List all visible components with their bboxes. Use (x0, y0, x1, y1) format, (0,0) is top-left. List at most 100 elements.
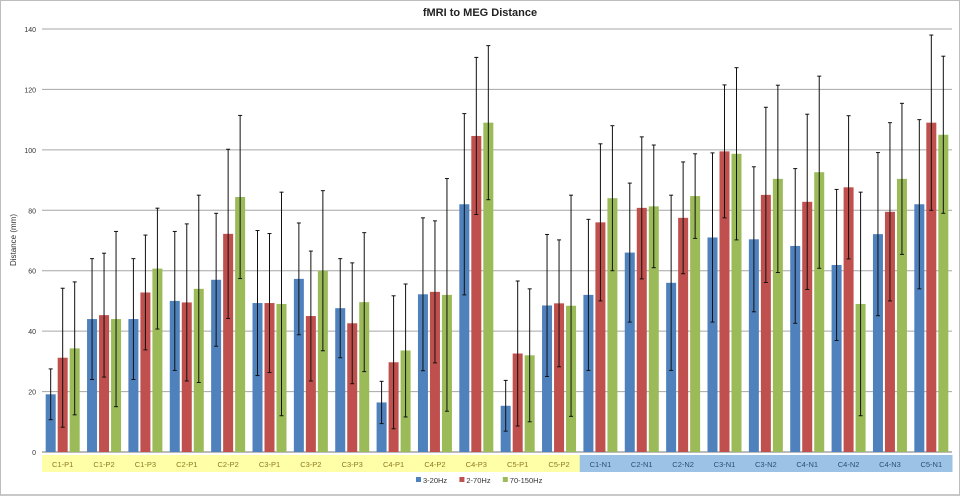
category-band (124, 455, 167, 472)
bar (814, 172, 825, 453)
bar (802, 201, 813, 452)
category-band (662, 455, 705, 472)
y-tick-label: 100 (24, 148, 36, 155)
legend-swatch (459, 477, 465, 482)
bar (872, 234, 883, 452)
x-tick-label: C4-P2 (424, 460, 445, 469)
category-band (207, 455, 250, 472)
x-tick-label: C1-P3 (135, 460, 156, 469)
category-band (538, 455, 581, 472)
bar (211, 279, 222, 452)
bar (152, 268, 163, 452)
bar (896, 178, 907, 452)
x-tick-label: C3-N1 (714, 460, 736, 469)
bar (235, 196, 246, 452)
category-band (414, 455, 457, 472)
category-band (745, 455, 788, 472)
bar (223, 233, 234, 452)
bar (790, 245, 801, 452)
category-band (910, 455, 953, 472)
x-tick-label: C2-P2 (218, 460, 239, 469)
bar (128, 319, 139, 452)
legend-swatch (416, 477, 421, 482)
x-tick-label: C5-P2 (548, 460, 569, 469)
bar (347, 323, 358, 452)
category-band (579, 455, 622, 472)
bar (607, 198, 618, 452)
bar (376, 402, 387, 452)
bar (690, 196, 701, 452)
legend-swatch (502, 477, 508, 482)
bar (926, 122, 937, 453)
bar (252, 303, 263, 452)
x-tick-label: C4-N1 (796, 460, 818, 469)
chart-title: fMRI to MEG Distance (423, 7, 537, 19)
bar (169, 300, 180, 452)
bar (99, 315, 110, 452)
bar (417, 294, 428, 452)
bar (772, 178, 783, 452)
y-tick-label: 40 (28, 329, 36, 336)
bar (554, 303, 565, 452)
bar (305, 316, 316, 452)
bar (45, 394, 56, 452)
bar (429, 291, 440, 452)
bar (884, 211, 895, 452)
bar (595, 222, 606, 452)
bar (335, 308, 346, 452)
x-tick-label: C1-N1 (590, 460, 612, 469)
bar (471, 135, 482, 453)
y-tick-label: 120 (24, 87, 36, 94)
category-band (290, 455, 333, 472)
category-band (786, 455, 829, 472)
category-band (83, 455, 126, 472)
category-band (372, 455, 415, 472)
legend-label: 70-150Hz (510, 476, 543, 485)
bar (359, 302, 370, 452)
y-tick-label: 140 (24, 27, 36, 34)
x-tick-label: C1-P2 (93, 460, 114, 469)
bar (731, 153, 742, 452)
bar (843, 187, 854, 452)
x-tick-label: C3-P2 (300, 460, 321, 469)
category-band (497, 455, 539, 472)
bar (831, 264, 842, 452)
y-tick-label: 0 (32, 450, 36, 457)
bar (648, 206, 659, 452)
x-tick-label: C5-P1 (507, 460, 528, 469)
bar (87, 319, 98, 452)
bar (624, 252, 635, 452)
y-tick-label: 60 (28, 269, 36, 276)
bar (760, 194, 771, 452)
x-tick-label: C2-P1 (176, 460, 197, 469)
bar (583, 294, 594, 452)
category-band (621, 455, 663, 472)
bar (678, 217, 689, 452)
bar (140, 292, 151, 452)
category-band (703, 455, 746, 472)
bar (459, 204, 470, 452)
bar (483, 122, 494, 453)
bar (748, 239, 759, 452)
bar (264, 303, 275, 452)
bar (719, 151, 730, 452)
y-tick-label: 20 (28, 390, 36, 397)
y-tick-label: 80 (28, 208, 36, 215)
y-axis-label: Distance (mm) (9, 214, 18, 266)
category-band (455, 455, 498, 472)
x-tick-label: C2-N2 (672, 460, 694, 469)
category-band (248, 455, 291, 472)
bar (938, 134, 949, 452)
x-tick-label: C5-N1 (920, 460, 942, 469)
x-tick-label: C2-N1 (631, 460, 653, 469)
bar (707, 237, 718, 452)
bar (542, 305, 553, 452)
category-band (166, 455, 208, 472)
x-tick-label: C4-N2 (838, 460, 860, 469)
x-tick-label: C3-P3 (342, 460, 363, 469)
bar (636, 207, 647, 452)
legend-label: 3-20Hz (423, 476, 447, 485)
category-band (42, 455, 84, 472)
bar (914, 204, 925, 452)
